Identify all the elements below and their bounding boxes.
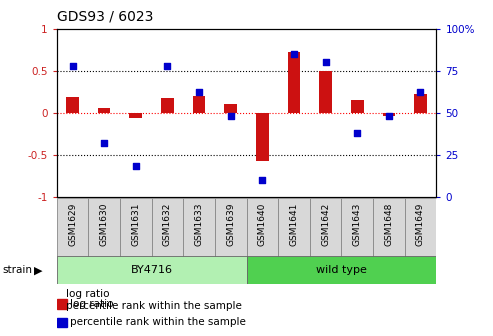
- Text: percentile rank within the sample: percentile rank within the sample: [66, 301, 242, 311]
- Bar: [152, 198, 183, 257]
- Text: GSM1633: GSM1633: [195, 203, 204, 246]
- Point: [100, 140, 108, 145]
- Bar: [183, 198, 215, 257]
- Bar: [383, 113, 395, 116]
- Point: [258, 177, 266, 182]
- Text: GSM1629: GSM1629: [68, 203, 77, 246]
- Text: GSM1639: GSM1639: [226, 203, 235, 246]
- Bar: [66, 97, 79, 113]
- Bar: [130, 113, 142, 119]
- Text: log ratio: log ratio: [70, 299, 114, 309]
- Bar: [224, 104, 237, 113]
- Point: [353, 130, 361, 135]
- Bar: [57, 198, 88, 257]
- Text: GSM1640: GSM1640: [258, 203, 267, 246]
- Text: GSM1631: GSM1631: [131, 203, 141, 246]
- Text: GSM1642: GSM1642: [321, 203, 330, 246]
- Bar: [256, 113, 269, 161]
- Bar: [120, 198, 152, 257]
- Bar: [278, 198, 310, 257]
- Point: [227, 113, 235, 119]
- Bar: [405, 198, 436, 257]
- Text: strain: strain: [2, 265, 33, 275]
- Bar: [57, 318, 67, 327]
- Text: percentile rank within the sample: percentile rank within the sample: [70, 318, 246, 328]
- Text: GSM1643: GSM1643: [352, 203, 362, 246]
- Point: [385, 113, 393, 119]
- Bar: [414, 94, 427, 113]
- Text: GDS93 / 6023: GDS93 / 6023: [57, 9, 153, 24]
- Point: [132, 164, 140, 169]
- Bar: [57, 256, 246, 284]
- Bar: [310, 198, 341, 257]
- Bar: [319, 71, 332, 113]
- Bar: [98, 109, 110, 113]
- Point: [290, 51, 298, 56]
- Text: BY4716: BY4716: [131, 265, 173, 275]
- Bar: [57, 299, 67, 309]
- Point: [164, 63, 172, 68]
- Bar: [215, 198, 246, 257]
- Text: GSM1630: GSM1630: [100, 203, 108, 246]
- Bar: [341, 198, 373, 257]
- Text: log ratio: log ratio: [66, 289, 109, 299]
- Point: [69, 63, 76, 68]
- Text: GSM1648: GSM1648: [385, 203, 393, 246]
- Bar: [287, 52, 300, 113]
- Point: [195, 90, 203, 95]
- Point: [417, 90, 424, 95]
- Bar: [246, 256, 436, 284]
- Text: GSM1641: GSM1641: [289, 203, 298, 246]
- Bar: [193, 96, 206, 113]
- Point: [321, 59, 329, 65]
- Text: GSM1649: GSM1649: [416, 203, 425, 246]
- Bar: [161, 98, 174, 113]
- Bar: [351, 100, 363, 113]
- Text: GSM1632: GSM1632: [163, 203, 172, 246]
- Bar: [373, 198, 405, 257]
- Text: wild type: wild type: [316, 265, 367, 275]
- Bar: [88, 198, 120, 257]
- Bar: [246, 198, 278, 257]
- Text: ▶: ▶: [34, 265, 42, 275]
